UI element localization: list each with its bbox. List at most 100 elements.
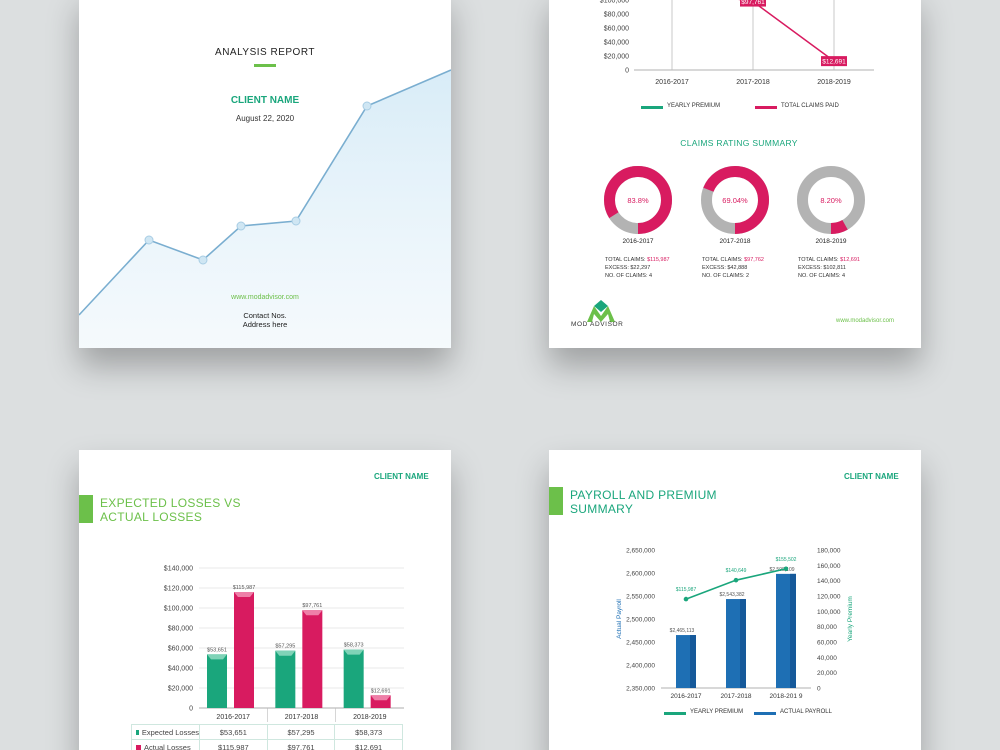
excess-line: EXCESS: $102,811 [798,265,846,271]
bar-data-label: $115,987 [233,585,256,591]
y2-tick-label: 100,000 [817,609,841,616]
total-claims-label: TOTAL CLAIMS: [702,257,745,263]
bar-bevel [343,649,364,655]
losses-bar-chart: 0 $20,000 $40,000 $60,000 $80,000 $100,000 $12… [164,566,404,722]
donut-slice [604,166,672,234]
address: Address here [242,320,288,329]
bar-expected-losses [343,649,364,708]
website-link[interactable]: www.modadvisor.com [836,318,895,324]
x-tick-label: 2017-2018 [720,693,751,700]
bar-bevel [275,650,296,656]
bar-bevel [370,695,391,701]
website-link[interactable]: www.modadvisor.com [231,294,299,301]
bar-actual-losses [234,592,254,708]
total-claims-value: $115,987 [647,257,670,263]
donut-chart: 69.04% [701,166,769,234]
y2-tick-label: 60,000 [817,640,837,647]
claims-label-box [740,0,766,7]
y2-tick-label: 80,000 [817,624,837,631]
legend-payroll-swatch [754,712,776,715]
claims-donut-card: 83.8% 2016-2017 TOTAL CLAIMS: $115,987 EXCE… [593,162,683,282]
cover-page: ANALYSIS REPORT CLIENT NAME August 22, 2… [79,0,451,348]
bar-data-label: $97,761 [302,603,322,609]
x-tick-label: 2017-2018 [285,714,319,721]
x-tick-label: 2018-2019 [353,714,387,721]
section-title-line1: EXPECTED LOSSES VS [100,496,241,510]
y-tick-label: $20,000 [604,54,629,61]
table-cell: $12,691 [355,743,383,750]
bar-expected-losses [207,654,227,708]
x-tick-label: 2016-2017 [216,714,250,721]
claims-data-label: $97,761 [741,0,765,6]
x-tick-label: 2018-201 9 [770,693,803,700]
logo-text: MOD ADVISOR [571,321,624,328]
title-underline [254,64,276,67]
y2-tick-label: 120,000 [817,594,841,601]
client-name: CLIENT NAME [230,95,300,106]
bar-data-label: $58,373 [344,643,364,649]
legend-swatch [136,729,139,735]
excess-line: EXCESS: $42,888 [702,265,748,271]
legend-swatch [136,745,141,750]
donut-year-label: 2016-2017 [622,238,654,245]
y-tick-label: 2,500,000 [626,617,655,624]
y2-axis-title: Yearly Premium [847,596,854,642]
table-cell: $58,373 [355,727,383,737]
legend-premium-swatch [641,106,663,109]
claims-data-label: $12,691 [822,59,846,66]
total-claims-value: $12,691 [840,257,860,263]
payroll-combo-chart: 2,350,000 2,400,000 2,450,000 2,500,000 2,55… [616,548,854,701]
table-row: Expected Losses $53,651 $57,295 $58,373 [131,724,403,740]
bar-data-label: $53,651 [207,647,227,653]
donut-percent-label: 83.8% [627,196,649,205]
y-tick-label: $40,000 [604,40,629,47]
premium-point [733,577,739,583]
premium-point [683,596,689,602]
y-tick-label: 2,650,000 [626,548,655,555]
y-tick-label: $60,000 [168,646,193,653]
section-accent-bar [79,495,93,523]
legend-premium-swatch [664,712,686,715]
premium-point [783,566,789,572]
y2-tick-label: 40,000 [817,655,837,662]
y2-tick-label: 20,000 [817,670,837,677]
series-name: Expected Losses [141,727,199,737]
y-tick-label: 2,400,000 [626,663,655,670]
donut-slice [701,166,769,234]
y-tick-label: $100,000 [600,0,629,5]
claims-rating-title: CLAIMS RATING SUMMARY [680,138,798,148]
total-claims-line: TOTAL CLAIMS: $12,691 [798,256,860,264]
y-tick-label: 2,550,000 [626,594,655,601]
table-cell: $57,295 [268,725,336,739]
payroll-data-label: $2,543,382 [719,592,744,598]
total-claims-label: TOTAL CLAIMS: [798,257,841,263]
mod-advisor-logo-icon [587,300,615,322]
losses-table: Expected Losses $53,651 $57,295 $58,373 Actu… [131,724,403,750]
y-tick-label: $20,000 [168,686,193,693]
bar-data-label: $57,295 [275,644,295,650]
donut-claims-info: TOTAL CLAIMS: $12,691 EXCESS: $102,811 NO.… [798,256,860,280]
y-tick-label: $40,000 [168,666,193,673]
x-tick-label: 2017-2018 [736,79,770,86]
premium-data-label: $155,502 [776,557,797,563]
y-tick-label: 2,350,000 [626,686,655,693]
y-tick-label: 0 [189,706,193,713]
donut-percent-label: 8.20% [820,196,842,205]
bar-expected-losses [275,650,296,708]
table-cell: $53,651 [200,725,268,739]
bar-data-label: $12,691 [371,688,391,694]
y-tick-label: $100,000 [164,606,193,613]
payroll-bar-shade [690,635,696,688]
donut-year-label: 2018-2019 [815,238,847,245]
y2-tick-label: 140,000 [817,578,841,585]
y-tick-label: 0 [625,68,629,75]
legend-payroll-label: ACTUAL PAYROLL [780,709,832,715]
claims-line-chart: 0 $20,000 $40,000 $60,000 $80,000 $100,000 201… [600,0,874,86]
premium-data-label: $140,649 [726,568,747,574]
total-claims-value: $97,762 [744,257,764,263]
total-claims-line: TOTAL CLAIMS: $97,762 [702,256,764,264]
payroll-bar-shade [740,599,746,688]
bar-bevel [302,610,323,616]
table-cell: $115,987 [200,740,268,750]
payroll-bar-shade [790,573,796,688]
